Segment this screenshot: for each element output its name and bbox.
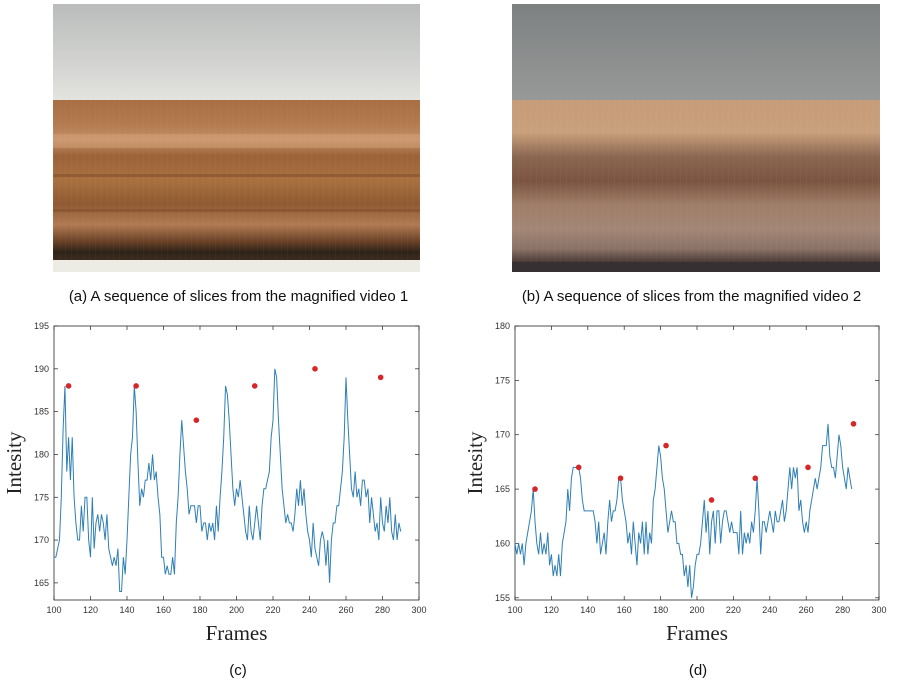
x-tick-label: 260: [338, 605, 353, 615]
x-tick-label: 120: [544, 605, 559, 615]
caption-b: (b) A sequence of slices from the magnif…: [521, 288, 862, 305]
x-tick-label: 220: [265, 605, 280, 615]
peak-marker: [133, 383, 139, 389]
slices-image-video-1-graphic: [53, 4, 420, 272]
peak-marker: [251, 383, 258, 389]
peak-marker: [805, 464, 811, 471]
x-axis-title: Frames: [206, 621, 268, 645]
peak-marker: [708, 497, 715, 503]
peak-marker: [663, 442, 669, 449]
x-tick-label: 180: [192, 605, 207, 615]
y-axis-title: Intesity: [2, 431, 26, 494]
peak-marker: [65, 383, 72, 389]
peak-marker: [752, 475, 759, 482]
x-axis-title: Frames: [666, 621, 728, 645]
x-tick-label: 140: [119, 605, 134, 615]
peak-marker: [377, 374, 384, 381]
x-tick-label: 120: [83, 605, 98, 615]
y-axis-title: Intesity: [463, 431, 487, 494]
y-tick-label: 170: [34, 535, 49, 545]
x-tick-label: 100: [507, 605, 522, 615]
intensity-series-line: [515, 423, 853, 598]
plot-frame: [514, 325, 880, 601]
y-tick-label: 165: [34, 578, 49, 588]
x-tick-label: 280: [375, 605, 390, 615]
x-tick-label: 200: [689, 605, 704, 615]
caption-d: (d): [688, 662, 708, 679]
x-tick-label: 240: [302, 605, 317, 615]
y-tick-label: 155: [495, 593, 510, 603]
intensity-chart-video-1: 100 120 140 160 180 200 220 240 260 280 300 165 170 1…: [2, 321, 427, 645]
caption-a: (a) A sequence of slices from the magnif…: [68, 288, 409, 305]
y-tick-label: 160: [495, 538, 510, 548]
y-tick-label: 185: [34, 407, 49, 417]
x-tick-label: 140: [580, 605, 595, 615]
y-tick-label: 180: [495, 321, 510, 331]
y-tick-label: 165: [495, 484, 510, 494]
x-tick-label: 200: [229, 605, 244, 615]
y-tick-label: 170: [495, 430, 510, 440]
slices-image-video-1: [53, 4, 420, 272]
x-tick-label: 100: [46, 605, 61, 615]
x-tick-label: 180: [653, 605, 668, 615]
x-tick-label: 280: [835, 605, 850, 615]
y-tick-label: 195: [34, 321, 49, 331]
x-tick-label: 220: [726, 605, 741, 615]
peak-marker: [850, 421, 857, 427]
intensity-chart-video-2: 100 120 140 160 180 200 220 240 260 280 300 155 160 1…: [463, 321, 887, 645]
peak-marker: [617, 475, 624, 482]
peak-marker: [193, 417, 200, 423]
x-tick-label: 300: [871, 605, 886, 615]
y-tick-label: 175: [34, 492, 49, 502]
plot-frame: [53, 325, 420, 601]
y-tick-label: 180: [34, 449, 49, 459]
x-tick-label: 240: [762, 605, 777, 615]
y-tick-label: 175: [495, 375, 510, 385]
peak-marker: [312, 366, 318, 372]
x-tick-label: 160: [617, 605, 632, 615]
peak-marker: [532, 486, 538, 492]
x-tick-label: 160: [156, 605, 171, 615]
x-tick-label: 300: [411, 605, 426, 615]
x-tick-label: 260: [799, 605, 814, 615]
y-tick-label: 190: [34, 364, 49, 374]
slices-image-video-2-graphic: [512, 4, 880, 272]
peak-marker: [575, 464, 582, 471]
intensity-series-line: [54, 368, 402, 592]
slices-image-video-2: [512, 4, 880, 272]
caption-c: (c): [229, 662, 247, 679]
